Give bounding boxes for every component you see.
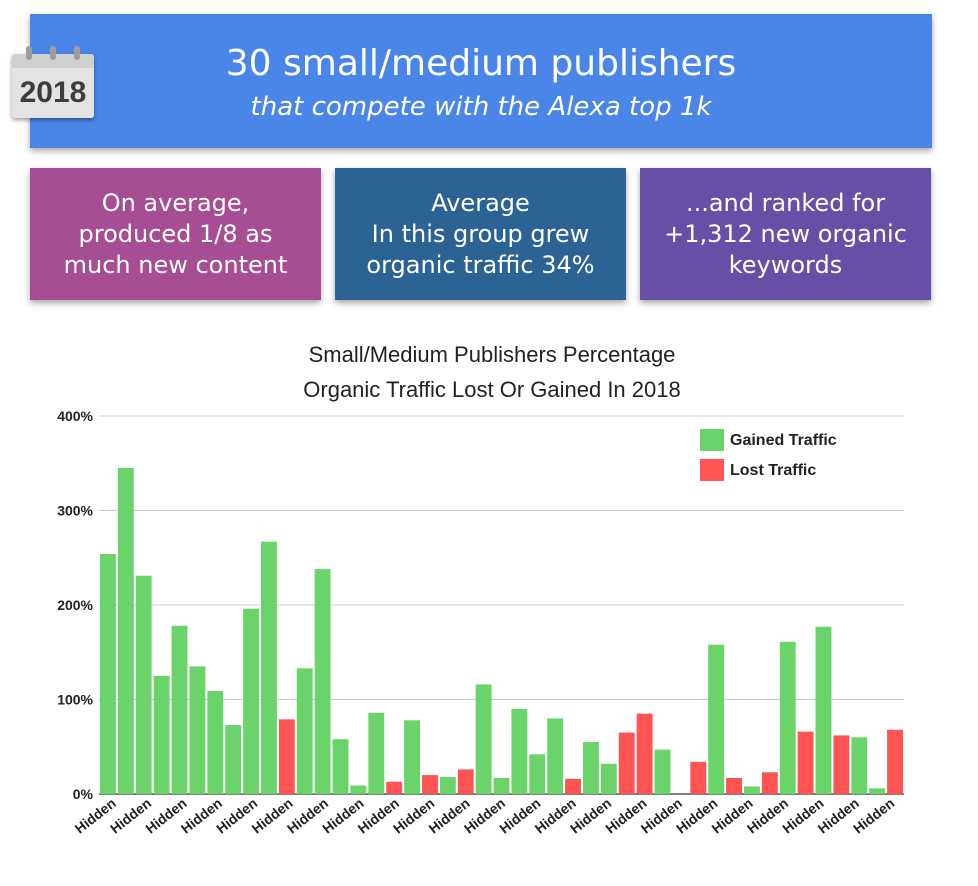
bar xyxy=(761,772,778,794)
legend-swatch xyxy=(700,459,724,481)
bar xyxy=(833,735,850,794)
chart-title-line-2: Organic Traffic Lost Or Gained In 2018 xyxy=(303,377,680,402)
legend-label: Gained Traffic xyxy=(730,432,837,449)
bar xyxy=(225,725,242,794)
y-tick-label: 200% xyxy=(57,597,93,613)
bar xyxy=(583,742,599,794)
legend-swatch xyxy=(700,429,724,451)
bar xyxy=(189,666,206,794)
bar xyxy=(851,737,868,794)
bar xyxy=(350,785,367,794)
calendar-year: 2018 xyxy=(19,76,87,109)
bar xyxy=(493,777,510,794)
card-line: On average, xyxy=(101,188,250,217)
bar xyxy=(708,644,725,794)
bar xyxy=(869,788,886,794)
bar xyxy=(207,690,224,794)
bar xyxy=(278,719,295,794)
bar xyxy=(529,754,546,794)
bar xyxy=(439,776,456,794)
bar xyxy=(243,608,259,794)
page-title: 30 small/medium publishers xyxy=(225,43,737,84)
bar xyxy=(314,569,331,794)
calendar-icon: 2018 xyxy=(12,46,94,120)
bar xyxy=(457,769,474,794)
card-line: much new content xyxy=(63,250,288,279)
bar xyxy=(779,641,796,794)
bar xyxy=(744,786,760,794)
bar xyxy=(475,684,492,794)
bar xyxy=(368,712,385,794)
bar xyxy=(815,626,832,794)
bar xyxy=(887,729,903,794)
bar xyxy=(296,668,313,794)
stat-card-content: On average, produced 1/8 as much new con… xyxy=(30,168,321,300)
y-tick-label: 100% xyxy=(57,692,93,708)
bar xyxy=(726,777,742,794)
bar xyxy=(153,675,170,794)
bar xyxy=(422,775,438,794)
chart-title-line-1: Small/Medium Publishers Percentage xyxy=(309,342,676,367)
y-tick-label: 400% xyxy=(57,408,93,424)
bar xyxy=(404,720,420,794)
bar xyxy=(654,749,671,794)
card-line: ...and ranked for xyxy=(685,188,886,217)
stat-card-traffic: Average In this group grew organic traff… xyxy=(335,168,626,300)
card-line: produced 1/8 as xyxy=(78,219,273,248)
bar xyxy=(547,718,564,794)
x-tick-label: Hidden xyxy=(850,795,897,837)
y-tick-label: 0% xyxy=(73,786,94,802)
card-line: +1,312 new organic xyxy=(664,219,907,248)
bar xyxy=(600,763,617,794)
bar xyxy=(117,467,134,794)
bar xyxy=(332,739,349,794)
y-tick-label: 300% xyxy=(57,503,93,519)
bar xyxy=(386,781,403,794)
card-line: In this group grew xyxy=(371,219,590,248)
bar xyxy=(100,553,116,794)
legend-label: Lost Traffic xyxy=(730,462,816,479)
bar xyxy=(618,732,635,794)
card-line: organic traffic 34% xyxy=(366,250,595,279)
bar xyxy=(171,625,188,794)
bar xyxy=(565,778,581,794)
header-banner: 30 small/medium publishers that compete … xyxy=(30,14,932,148)
bar xyxy=(261,541,277,794)
bar xyxy=(511,708,528,794)
stat-card-keywords: ...and ranked for +1,312 new organic key… xyxy=(640,168,931,300)
bar xyxy=(135,575,152,794)
bar xyxy=(636,713,653,794)
bar xyxy=(797,731,814,794)
card-line: keywords xyxy=(728,250,843,279)
bar xyxy=(690,761,707,794)
card-line: Average xyxy=(431,188,530,217)
page-subtitle: that compete with the Alexa top 1k xyxy=(250,92,712,122)
